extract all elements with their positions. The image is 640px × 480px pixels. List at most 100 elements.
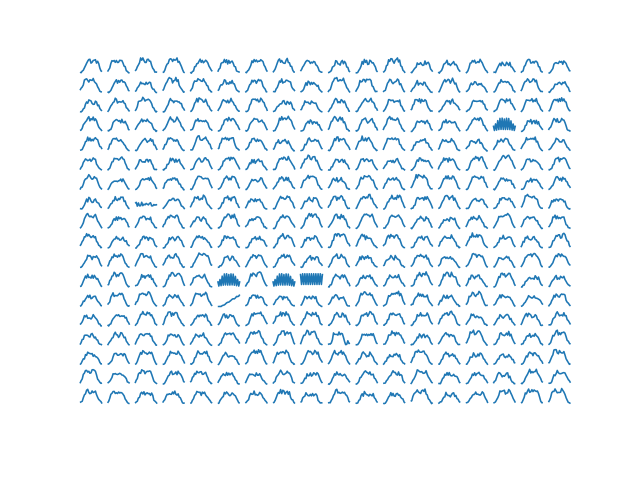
series-line-r14-c1 bbox=[106, 331, 131, 346]
series-line-r10-c17 bbox=[548, 252, 571, 268]
series-line-r3-c14 bbox=[465, 116, 489, 132]
series-line-r16-c1 bbox=[107, 372, 131, 384]
series-line-r2-c10 bbox=[355, 97, 379, 113]
series-line-r6-c14 bbox=[465, 175, 489, 191]
series-line-r13-c8 bbox=[299, 311, 324, 326]
series-line-r4-c17 bbox=[548, 137, 572, 152]
series-line-r4-c11 bbox=[382, 137, 406, 152]
series-line-r15-c0 bbox=[79, 351, 103, 366]
series-line-r5-c4 bbox=[189, 157, 213, 171]
series-line-r8-c6 bbox=[244, 216, 268, 230]
series-line-r4-c14 bbox=[465, 138, 489, 152]
series-line-r11-c1 bbox=[107, 271, 131, 288]
series-line-r7-c16 bbox=[520, 193, 543, 210]
series-line-r5-c17 bbox=[548, 156, 571, 171]
series-line-r8-c17 bbox=[547, 214, 571, 230]
series-line-r5-c2 bbox=[134, 158, 158, 171]
series-line-r12-c0 bbox=[79, 294, 103, 307]
series-line-r6-c17 bbox=[548, 175, 572, 191]
series-line-r3-c5 bbox=[217, 116, 241, 132]
series-line-r14-c13 bbox=[437, 331, 461, 346]
series-line-r13-c2 bbox=[134, 310, 158, 327]
series-line-r11-c14 bbox=[465, 274, 489, 288]
series-line-r16-c8 bbox=[300, 371, 324, 385]
series-line-r13-c13 bbox=[437, 310, 461, 327]
series-line-r4-c13 bbox=[437, 137, 461, 152]
series-line-r16-c17 bbox=[548, 369, 572, 385]
series-line-r16-c14 bbox=[465, 371, 489, 385]
series-line-r8-c13 bbox=[438, 216, 461, 230]
series-line-r6-c16 bbox=[520, 177, 544, 191]
series-line-r13-c0 bbox=[79, 313, 103, 327]
series-line-r4-c8 bbox=[300, 137, 324, 152]
series-line-r4-c3 bbox=[162, 137, 186, 152]
series-line-r2-c6 bbox=[245, 97, 269, 113]
series-line-r13-c3 bbox=[161, 311, 185, 327]
series-line-r12-c17 bbox=[547, 293, 572, 307]
series-line-r14-c17 bbox=[547, 329, 572, 346]
series-line-r14-c12 bbox=[410, 333, 434, 346]
series-line-r1-c9 bbox=[327, 76, 351, 94]
series-line-r15-c10 bbox=[354, 351, 379, 366]
series-line-r12-c11 bbox=[382, 290, 406, 307]
series-line-r6-c1 bbox=[107, 178, 130, 191]
series-line-r0-c2 bbox=[134, 57, 158, 74]
series-line-r17-c16 bbox=[520, 388, 544, 404]
series-line-r8-c3 bbox=[161, 214, 185, 229]
series-line-r3-c3 bbox=[162, 116, 186, 132]
series-line-r11-c5 bbox=[216, 272, 241, 287]
series-line-r10-c7 bbox=[272, 253, 296, 269]
series-line-r3-c2 bbox=[134, 118, 158, 133]
series-line-r11-c17 bbox=[548, 274, 571, 288]
series-line-r12-c3 bbox=[162, 293, 185, 307]
series-line-r0-c0 bbox=[79, 58, 103, 74]
series-line-r13-c9 bbox=[327, 311, 351, 327]
series-line-r0-c11 bbox=[382, 57, 406, 74]
series-line-r14-c11 bbox=[382, 330, 406, 346]
series-line-r1-c6 bbox=[244, 78, 268, 93]
series-line-r7-c9 bbox=[327, 194, 351, 210]
series-line-r8-c10 bbox=[355, 213, 379, 230]
series-line-r9-c12 bbox=[410, 235, 434, 249]
series-line-r0-c9 bbox=[327, 59, 351, 74]
series-line-r8-c16 bbox=[520, 215, 544, 230]
series-line-r16-c4 bbox=[189, 370, 213, 385]
series-line-r10-c5 bbox=[217, 255, 241, 269]
series-line-r4-c7 bbox=[272, 138, 296, 152]
series-line-r11-c13 bbox=[438, 271, 461, 288]
series-line-r0-c16 bbox=[520, 58, 544, 74]
series-line-r10-c14 bbox=[465, 252, 489, 268]
series-line-r5-c12 bbox=[410, 157, 434, 172]
series-line-r17-c2 bbox=[134, 391, 158, 405]
series-line-r7-c10 bbox=[355, 193, 379, 210]
series-line-r8-c1 bbox=[107, 216, 130, 229]
series-line-r5-c16 bbox=[520, 158, 544, 171]
series-line-r16-c7 bbox=[272, 369, 296, 385]
series-line-r1-c12 bbox=[409, 79, 433, 94]
series-line-r10-c9 bbox=[327, 253, 351, 269]
series-line-r15-c16 bbox=[520, 351, 544, 365]
series-line-r2-c2 bbox=[134, 96, 158, 113]
series-line-r8-c8 bbox=[300, 212, 324, 230]
series-line-r17-c15 bbox=[493, 388, 517, 404]
series-line-r13-c17 bbox=[548, 311, 572, 326]
series-line-r1-c11 bbox=[382, 78, 406, 93]
series-line-r7-c12 bbox=[410, 195, 434, 210]
series-line-r9-c5 bbox=[217, 235, 241, 249]
series-line-r15-c8 bbox=[300, 349, 324, 366]
series-line-r4-c15 bbox=[492, 137, 516, 152]
series-line-r10-c0 bbox=[79, 254, 103, 269]
series-line-r11-c4 bbox=[189, 273, 213, 288]
series-line-r10-c10 bbox=[354, 254, 378, 268]
series-line-r1-c14 bbox=[465, 80, 489, 93]
series-line-r1-c4 bbox=[189, 77, 213, 93]
series-line-r12-c13 bbox=[437, 294, 461, 308]
series-line-r12-c2 bbox=[134, 290, 158, 307]
series-line-r13-c10 bbox=[355, 310, 379, 327]
series-line-r10-c11 bbox=[382, 254, 406, 269]
series-line-r16-c15 bbox=[492, 371, 516, 385]
series-line-r12-c12 bbox=[410, 292, 434, 307]
series-line-r0-c6 bbox=[244, 58, 269, 74]
series-line-r7-c11 bbox=[383, 194, 406, 210]
panel-grid bbox=[79, 57, 572, 405]
